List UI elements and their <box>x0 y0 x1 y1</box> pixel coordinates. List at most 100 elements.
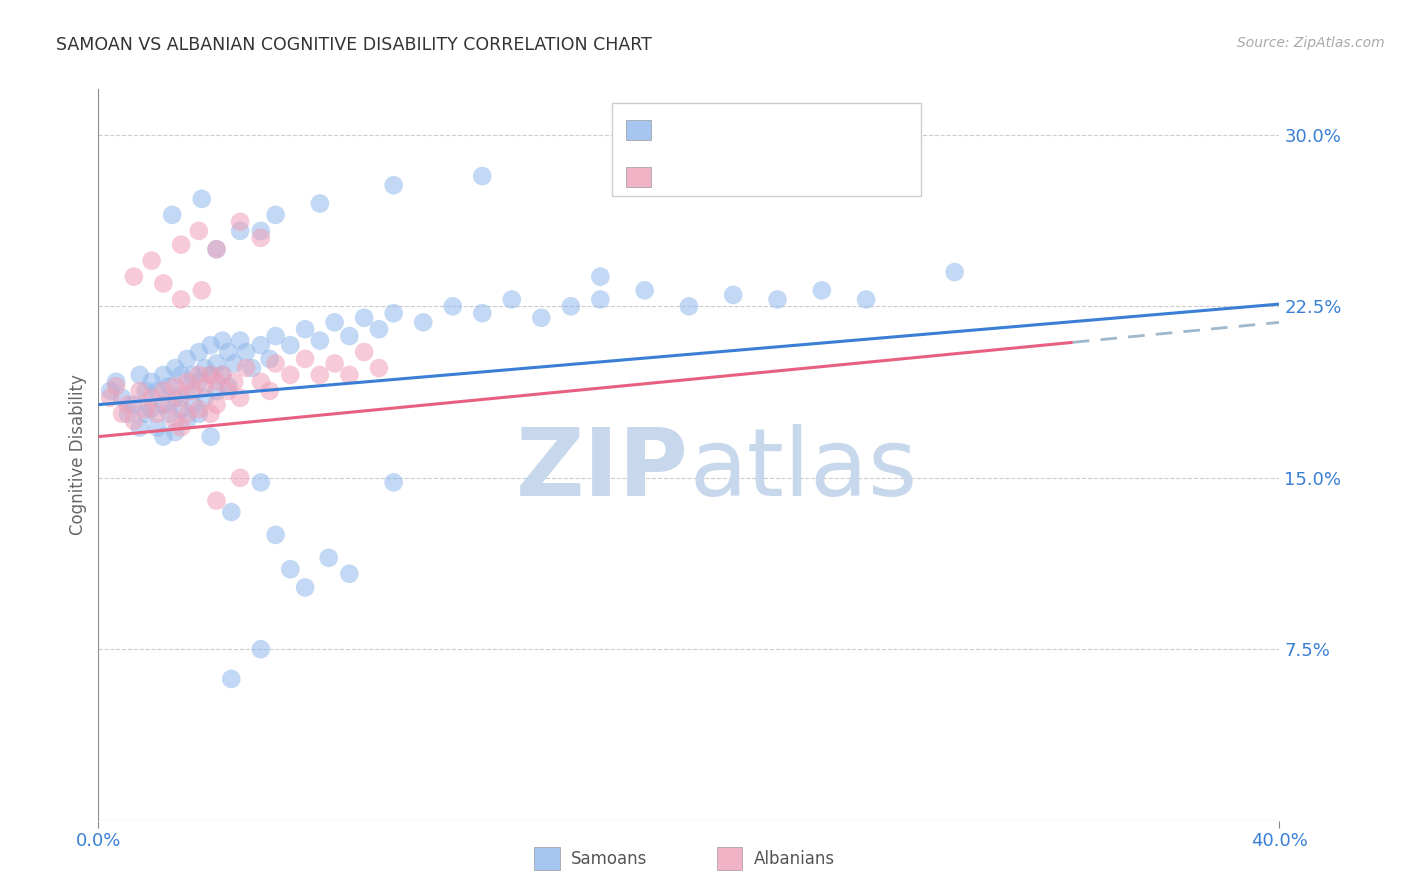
Point <box>181 368 204 382</box>
Point <box>382 475 405 490</box>
Point <box>589 269 612 284</box>
Point <box>368 361 391 376</box>
Point <box>280 338 302 352</box>
Text: R = 0.174: R = 0.174 <box>662 159 752 177</box>
Point <box>194 379 217 393</box>
Point <box>205 242 228 256</box>
Point <box>211 334 233 348</box>
Point <box>176 414 198 428</box>
Point <box>187 368 209 382</box>
Point <box>135 407 157 421</box>
Point <box>250 475 273 490</box>
Point <box>766 293 789 307</box>
Point <box>128 384 150 398</box>
Text: N = 88: N = 88 <box>763 120 831 138</box>
Point <box>122 398 145 412</box>
Point <box>309 334 332 348</box>
Point <box>141 402 163 417</box>
Point <box>200 430 222 444</box>
Point <box>240 361 263 376</box>
Point <box>259 351 281 366</box>
Point <box>152 384 174 398</box>
Point <box>98 384 121 398</box>
Point <box>105 379 128 393</box>
Point <box>111 407 134 421</box>
Point <box>117 407 139 421</box>
Point <box>353 345 375 359</box>
Text: Source: ZipAtlas.com: Source: ZipAtlas.com <box>1237 36 1385 50</box>
Point <box>723 288 745 302</box>
Point <box>205 356 228 371</box>
Point <box>157 407 180 421</box>
Point <box>162 208 183 222</box>
Point <box>229 391 252 405</box>
Point <box>181 398 204 412</box>
Point <box>191 192 214 206</box>
Point <box>176 375 198 389</box>
Point <box>176 407 198 421</box>
Point <box>157 398 180 412</box>
Point <box>176 351 198 366</box>
Point <box>224 356 246 371</box>
Point <box>200 368 222 382</box>
Point <box>152 398 174 412</box>
Y-axis label: Cognitive Disability: Cognitive Disability <box>69 375 87 535</box>
Point <box>250 231 273 245</box>
Point <box>810 284 832 298</box>
Point <box>187 375 209 389</box>
Point <box>294 322 316 336</box>
Point <box>152 277 174 291</box>
Point <box>105 375 128 389</box>
Point <box>135 402 157 417</box>
Point <box>471 306 494 320</box>
Point <box>221 505 243 519</box>
Point <box>211 368 233 382</box>
Point <box>135 384 157 398</box>
Point <box>264 329 287 343</box>
Point <box>187 345 209 359</box>
Point <box>339 368 361 382</box>
Point <box>205 375 228 389</box>
Point <box>441 299 464 313</box>
Text: N = 52: N = 52 <box>763 159 831 177</box>
Point <box>229 215 252 229</box>
Point <box>194 391 217 405</box>
Point <box>280 368 302 382</box>
Point <box>211 368 233 382</box>
Point <box>250 375 273 389</box>
Point <box>589 293 612 307</box>
Point <box>229 471 252 485</box>
Point <box>194 361 217 376</box>
Point <box>634 284 657 298</box>
Point <box>323 315 346 329</box>
Point <box>353 310 375 325</box>
Point <box>264 208 287 222</box>
Point <box>122 414 145 428</box>
Point <box>412 315 434 329</box>
Point <box>205 493 228 508</box>
Point <box>98 391 121 405</box>
Point <box>146 420 169 434</box>
Point <box>217 384 239 398</box>
Point <box>141 253 163 268</box>
Point <box>200 338 222 352</box>
Point <box>146 407 169 421</box>
Point <box>170 293 193 307</box>
Point <box>560 299 582 313</box>
Point <box>855 293 877 307</box>
Point <box>128 420 150 434</box>
Point <box>501 293 523 307</box>
Point <box>141 375 163 389</box>
Point <box>187 402 209 417</box>
Text: atlas: atlas <box>689 424 917 516</box>
Point <box>259 384 281 398</box>
Point <box>294 351 316 366</box>
Point <box>170 420 193 434</box>
Point <box>170 391 193 405</box>
Point <box>205 398 228 412</box>
Point <box>235 345 257 359</box>
Point <box>181 384 204 398</box>
Text: Albanians: Albanians <box>754 850 835 868</box>
Point <box>165 414 187 428</box>
Point <box>221 672 243 686</box>
